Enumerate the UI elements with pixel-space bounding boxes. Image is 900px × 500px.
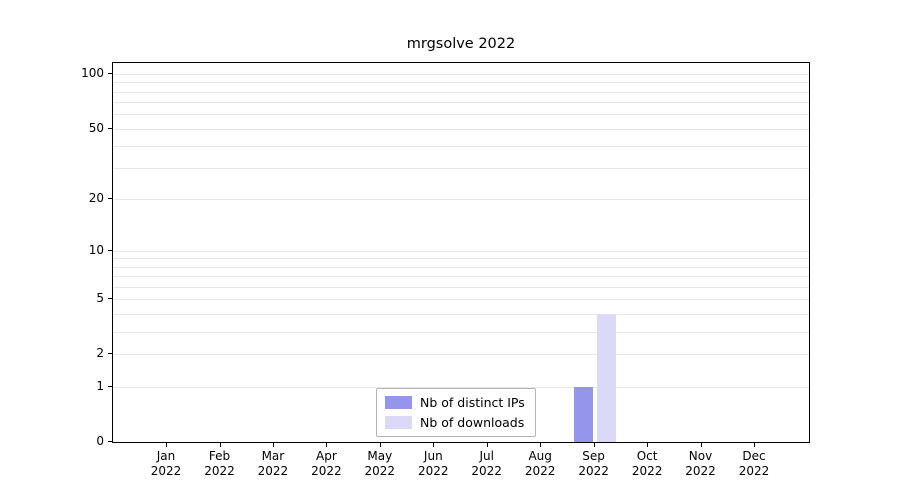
x-tick-label-sep: Sep 2022 [562,449,626,479]
legend-label-distinct-ips: Nb of distinct IPs [420,395,525,410]
y-tick-mark [108,353,112,355]
gridline [113,266,809,268]
x-tick-month: Oct [636,449,658,463]
x-tick-year: 2022 [524,464,556,478]
x-tick-month: May [367,449,393,463]
x-tick-month: Dec [742,449,766,463]
y-tick-mark [108,298,112,300]
y-tick-mark [108,127,112,129]
x-tick-month: Nov [688,449,713,463]
x-tick-label-may: May 2022 [348,449,412,479]
x-tick-year: 2022 [471,464,502,478]
x-tick-year: 2022 [311,464,342,478]
gridline [113,145,809,147]
y-tick-mark [108,198,112,200]
gridline [113,114,809,116]
x-tick-year: 2022 [364,464,396,478]
y-tick-label: 50 [88,120,104,135]
gridline [113,354,809,356]
gridline [113,91,809,93]
x-tick-label-feb: Feb 2022 [188,449,252,479]
x-tick-mark [272,443,274,447]
x-tick-label-jul: Jul 2022 [455,449,519,479]
x-tick-label-mar: Mar 2022 [241,449,305,479]
gridline [113,82,809,84]
x-tick-year: 2022 [257,464,289,478]
y-tick-mark [108,73,112,74]
x-tick-month: Jul [479,449,494,463]
x-tick-label-dec: Dec 2022 [722,449,786,479]
y-tick-mark [108,249,112,251]
gridline [113,286,809,288]
x-tick-label-jan: Jan 2022 [134,449,198,479]
x-tick-mark [433,443,435,447]
y-tick-label: 0 [96,434,104,448]
legend-label-downloads: Nb of downloads [420,415,525,430]
y-tick-label: 1 [96,378,104,393]
x-tick-year: 2022 [631,464,663,478]
gridline [113,102,809,104]
bar-nb-of-distinct-ips-sep [573,386,593,442]
x-tick-year: 2022 [578,464,609,478]
x-tick-month: Jun [423,449,443,463]
y-tick-label: 100 [81,66,104,80]
x-tick-mark [379,443,381,447]
x-tick-month: Mar [261,449,285,463]
x-tick-label-jun: Jun 2022 [401,449,465,479]
x-tick-year: 2022 [418,464,449,478]
y-tick-label: 2 [96,346,104,361]
x-tick-year: 2022 [738,464,770,478]
y-tick-label: 20 [88,191,104,206]
legend-swatch-distinct-ips [385,396,412,409]
chart-title: mrgsolve 2022 [406,36,516,52]
x-tick-mark [326,443,328,447]
bar-nb-of-downloads-sep [596,313,616,442]
y-tick-mark [108,441,112,442]
x-tick-year: 2022 [685,464,716,478]
gridline [113,168,809,170]
gridline [113,299,809,301]
x-tick-label-oct: Oct 2022 [615,449,679,479]
gridline [113,386,809,388]
gridline [113,128,809,130]
x-tick-month: Aug [528,449,552,463]
x-tick-month: Sep [582,449,605,463]
x-tick-mark [540,443,542,447]
gridline [113,331,809,333]
x-tick-month: Jan [156,449,176,463]
x-tick-month: Feb [208,449,231,463]
gridline [113,250,809,252]
legend: Nb of distinct IPs Nb of downloads [376,388,536,437]
x-tick-month: Apr [316,449,337,463]
gridline [113,276,809,278]
legend-item-downloads: Nb of downloads [385,415,525,430]
x-tick-label-apr: Apr 2022 [294,449,358,479]
y-tick-label: 10 [88,242,104,257]
x-tick-label-aug: Aug 2022 [508,449,572,479]
x-tick-year: 2022 [150,464,182,478]
x-tick-label-nov: Nov 2022 [669,449,733,479]
x-tick-mark [647,443,649,447]
plot-area [112,62,810,443]
x-tick-mark [700,443,702,447]
gridline [113,199,809,201]
legend-item-distinct-ips: Nb of distinct IPs [385,395,525,410]
y-tick-label: 5 [96,291,104,306]
gridline [113,313,809,315]
legend-swatch-downloads [385,416,412,429]
gridline [113,74,809,75]
x-tick-mark [166,443,167,447]
y-tick-mark [108,385,112,387]
gridline [113,258,809,260]
x-tick-mark [593,443,595,447]
x-tick-mark [486,443,488,447]
x-tick-mark [219,443,221,447]
x-tick-mark [754,443,755,447]
x-tick-year: 2022 [204,464,235,478]
